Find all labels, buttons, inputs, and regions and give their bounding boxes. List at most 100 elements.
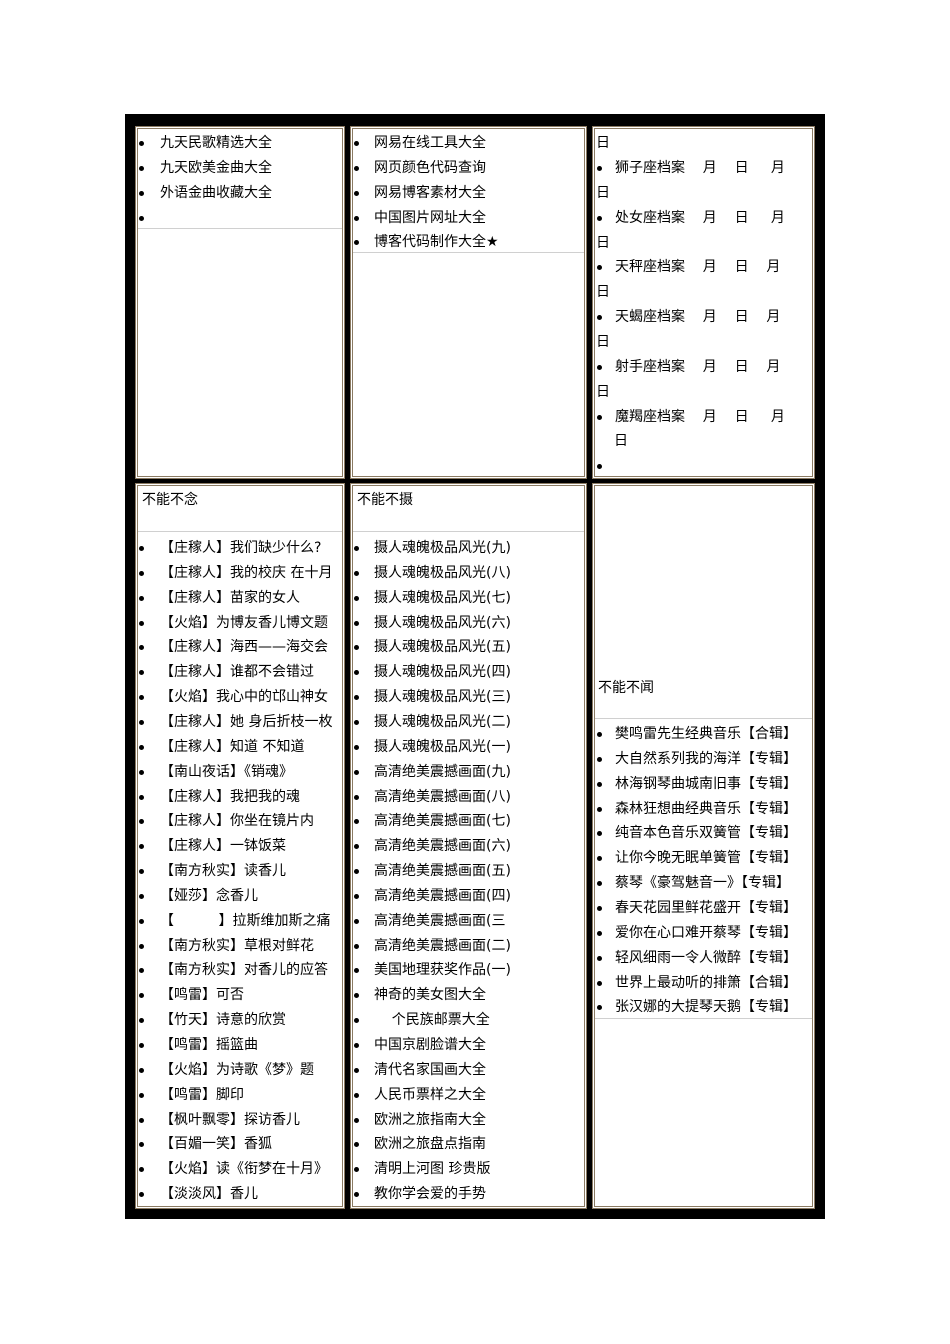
list-item: 欧洲之旅盘点指南 xyxy=(374,1136,486,1153)
cell xyxy=(592,483,815,1209)
list-item: 摄人魂魄极品风光(九) xyxy=(374,540,511,556)
list-item: 高清绝美震撼画面(四) xyxy=(374,887,511,904)
bullet xyxy=(354,993,359,999)
bullet xyxy=(139,993,144,999)
list-item: 天秤座档案 月 日 月 xyxy=(615,259,781,276)
bullet xyxy=(597,265,602,271)
bullet xyxy=(597,414,602,420)
bullet xyxy=(354,546,359,551)
bullet xyxy=(597,364,602,370)
bullet xyxy=(597,732,602,737)
bullet xyxy=(139,645,144,651)
bullet xyxy=(139,744,144,750)
list-item: 中国图片网址大全 xyxy=(374,209,486,226)
list-item: 美国地理获奖作品(一) xyxy=(374,962,511,979)
bullet xyxy=(354,190,359,196)
cell xyxy=(135,483,345,1209)
bullet xyxy=(354,819,359,825)
bullet xyxy=(597,315,602,321)
list-item: 日 xyxy=(614,433,628,450)
bullet xyxy=(354,1092,359,1098)
list-item: 魔羯座档案 月 日 月 xyxy=(615,408,785,425)
bullet xyxy=(139,893,144,899)
text: 日 xyxy=(596,135,610,151)
bullet xyxy=(139,918,144,924)
bullet xyxy=(354,893,359,899)
list-item: 【庄稼人】她 身后折枝一枚 xyxy=(160,713,333,730)
list-item: 教你学会爱的手势 xyxy=(374,1186,486,1203)
bullet xyxy=(139,1092,144,1098)
bullet xyxy=(139,190,144,196)
bullet xyxy=(139,1117,144,1123)
heading: 不能不摄 xyxy=(357,492,413,508)
bullet xyxy=(139,1018,144,1024)
bullet xyxy=(139,1043,144,1048)
bullet xyxy=(597,464,602,470)
bullet xyxy=(354,570,359,576)
bullet xyxy=(354,670,359,676)
bullet xyxy=(139,769,144,775)
bullet xyxy=(597,955,602,961)
list-item: 外语金曲收藏大全 xyxy=(160,184,272,201)
bullet xyxy=(139,695,144,701)
cell xyxy=(135,126,345,479)
list-item: 日 xyxy=(596,383,610,400)
list-item: 高清绝美震撼画面(七) xyxy=(374,813,511,830)
bullet xyxy=(597,806,602,812)
list-item: 【鸣雷】摇篮曲 xyxy=(160,1037,258,1053)
list-item: 【庄稼人】谁都不会错过 xyxy=(160,664,314,681)
divider xyxy=(353,252,584,253)
list-item: 【庄稼人】你坐在镜片内 xyxy=(160,813,314,830)
bullet xyxy=(354,695,359,701)
list-item: 天蝎座档案 月 日 月 xyxy=(615,309,781,326)
list-item: 世界上最动听的排箫【合辑】 xyxy=(615,974,797,991)
list-item: 日 xyxy=(596,184,610,201)
list-item: 射手座档案 月 日 月 xyxy=(615,358,781,375)
cell xyxy=(592,126,815,479)
bullet xyxy=(354,215,359,221)
bullet xyxy=(597,215,602,221)
list-item: 网易在线工具大全 xyxy=(374,135,486,151)
list-item: 博客代码制作大全★ xyxy=(374,234,499,251)
list-item: 狮子座档案 月 日 月 xyxy=(615,160,785,176)
bullet xyxy=(139,1142,144,1148)
bullet xyxy=(139,620,144,626)
list-item: 清代名家国画大全 xyxy=(374,1061,486,1078)
list-item: 春天花园里鲜花盛开【专辑】 xyxy=(615,899,797,916)
list-item: 中国京剧脸谱大全 xyxy=(374,1037,486,1053)
list-item: 清明上河图 珍贵版 xyxy=(374,1161,491,1178)
bullet xyxy=(139,141,144,146)
bullet xyxy=(354,141,359,146)
list-item: 【竹天】诗意的欣赏 xyxy=(160,1012,286,1029)
bullet xyxy=(354,1043,359,1048)
bullet xyxy=(139,1192,144,1198)
list-item: 【南山夜话】《销魂》 xyxy=(160,763,293,780)
bullet xyxy=(354,1067,359,1073)
bullet xyxy=(354,794,359,800)
bullet xyxy=(354,1167,359,1173)
list-item: 个民族邮票大全 xyxy=(374,1012,490,1029)
list-item: 【庄稼人】我把我的魂 xyxy=(160,788,300,805)
list-item: 【南方秋实】对香儿的应答 xyxy=(160,962,328,979)
list-item: 高清绝美震撼画面(六) xyxy=(374,838,511,855)
list-item: 大自然系列我的海洋【专辑】 xyxy=(615,750,797,767)
list-item: 摄人魂魄极品风光(三) xyxy=(374,689,511,706)
list-item: 九天欧美金曲大全 xyxy=(160,159,272,176)
bullet xyxy=(139,165,144,171)
bullet xyxy=(139,595,144,601)
list-item: 纯音本色音乐双簧管【专辑】 xyxy=(615,825,797,842)
divider xyxy=(353,531,584,532)
list-item: 摄人魂魄极品风光(六) xyxy=(374,614,511,631)
bullet xyxy=(597,930,602,936)
bullet xyxy=(139,570,144,576)
cell xyxy=(350,483,587,1209)
list-item: 轻风细雨一令人微醉【专辑】 xyxy=(615,949,797,966)
bullet xyxy=(354,1142,359,1148)
list-item: 【南方秋实】草根对鲜花 xyxy=(160,937,314,954)
bullet xyxy=(139,719,144,725)
bullet xyxy=(139,819,144,825)
bullet xyxy=(597,166,602,171)
list-item: 【庄稼人】我们缺少什么? xyxy=(160,540,322,556)
bullet xyxy=(139,1167,144,1173)
list-item: 摄人魂魄极品风光(二) xyxy=(374,713,511,730)
